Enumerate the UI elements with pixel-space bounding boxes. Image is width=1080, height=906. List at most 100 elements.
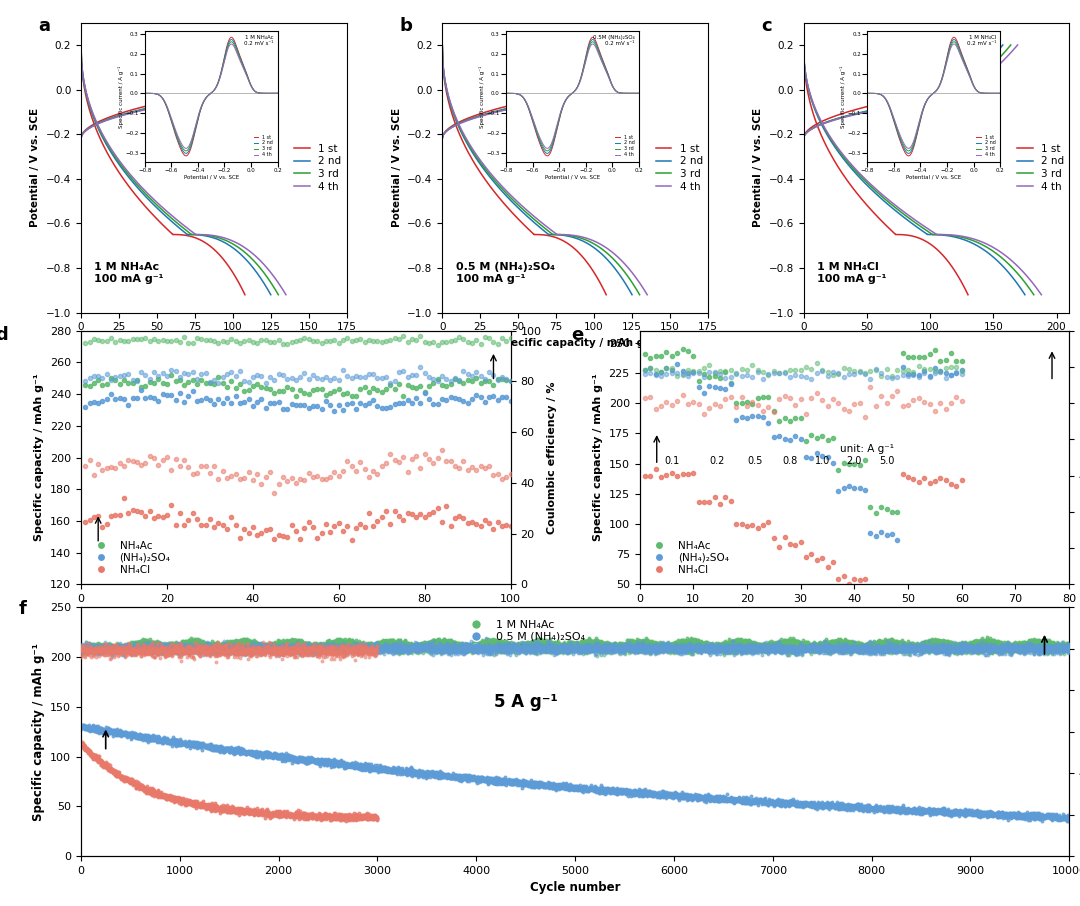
Point [233,641,251,656]
Point [786,538,804,553]
Point [472,636,489,651]
Point [878,643,895,658]
Line: 2 nd: 2 nd [81,45,271,294]
Point [643,636,660,651]
Point [769,636,786,651]
Point [491,774,509,788]
Point [713,639,730,653]
Point [411,637,429,651]
Point [469,638,486,652]
Point [761,643,779,658]
Point [124,646,141,660]
Point [122,639,139,653]
Point [1011,640,1028,654]
Point [920,643,937,658]
Point [1050,641,1067,656]
Point [551,643,568,658]
Point [125,642,143,657]
Point [555,780,572,795]
Point [320,810,337,824]
Point [630,642,647,657]
Point [257,645,274,660]
Point [843,638,861,652]
Point [1052,640,1069,654]
Point [1016,641,1034,656]
Point [354,643,372,658]
Point [261,808,279,823]
Point [356,370,374,384]
Point [362,639,379,653]
Point [505,641,523,655]
Point [916,637,933,651]
Point [206,643,224,658]
Point [512,643,529,658]
Point [1040,641,1057,655]
Point [679,641,697,656]
Point [735,642,753,657]
Point [638,786,656,801]
Point [198,645,215,660]
Point [515,776,532,790]
Point [505,640,523,654]
Point [796,636,813,651]
Point [538,636,555,651]
Point [449,641,467,655]
Point [793,636,810,651]
Point [94,520,111,535]
Point [772,796,789,811]
Point [1015,807,1032,822]
Point [340,812,357,826]
Point [201,799,218,814]
Point [362,761,379,776]
Point [152,788,170,803]
Point [662,639,679,653]
Point [595,644,612,659]
Point [748,644,766,659]
Point [326,636,343,651]
Point [179,641,197,655]
Point [692,792,710,806]
Point [143,732,160,747]
Point [401,645,418,660]
Point [201,637,218,651]
Point [897,639,915,653]
Point [285,641,302,655]
Point [357,809,375,824]
Point [459,645,476,660]
Point [313,644,330,659]
Point [603,641,620,656]
Point [578,643,595,658]
Point [509,775,526,789]
Point [1044,641,1062,656]
Point [382,641,400,655]
Point [244,635,261,650]
Point [482,643,499,658]
Point [212,804,229,818]
Point [366,639,383,653]
Point [859,642,876,657]
Point [81,645,98,660]
Point [238,646,255,660]
Point [207,638,225,652]
Point [85,749,103,764]
Point [173,736,190,750]
Point [281,644,298,659]
Point [406,637,423,651]
Point [710,642,727,657]
Point [708,644,726,659]
Point [535,776,552,790]
Point [188,634,205,649]
Point [751,638,768,652]
Point [988,643,1005,658]
Point [120,726,137,740]
Point [461,771,478,786]
Point [238,745,255,759]
Point [941,642,958,657]
Point [865,640,882,654]
Point [1007,640,1024,654]
Point [264,641,281,656]
Point [340,757,357,772]
Point [319,637,336,651]
Point [901,644,918,659]
Point [893,640,910,654]
